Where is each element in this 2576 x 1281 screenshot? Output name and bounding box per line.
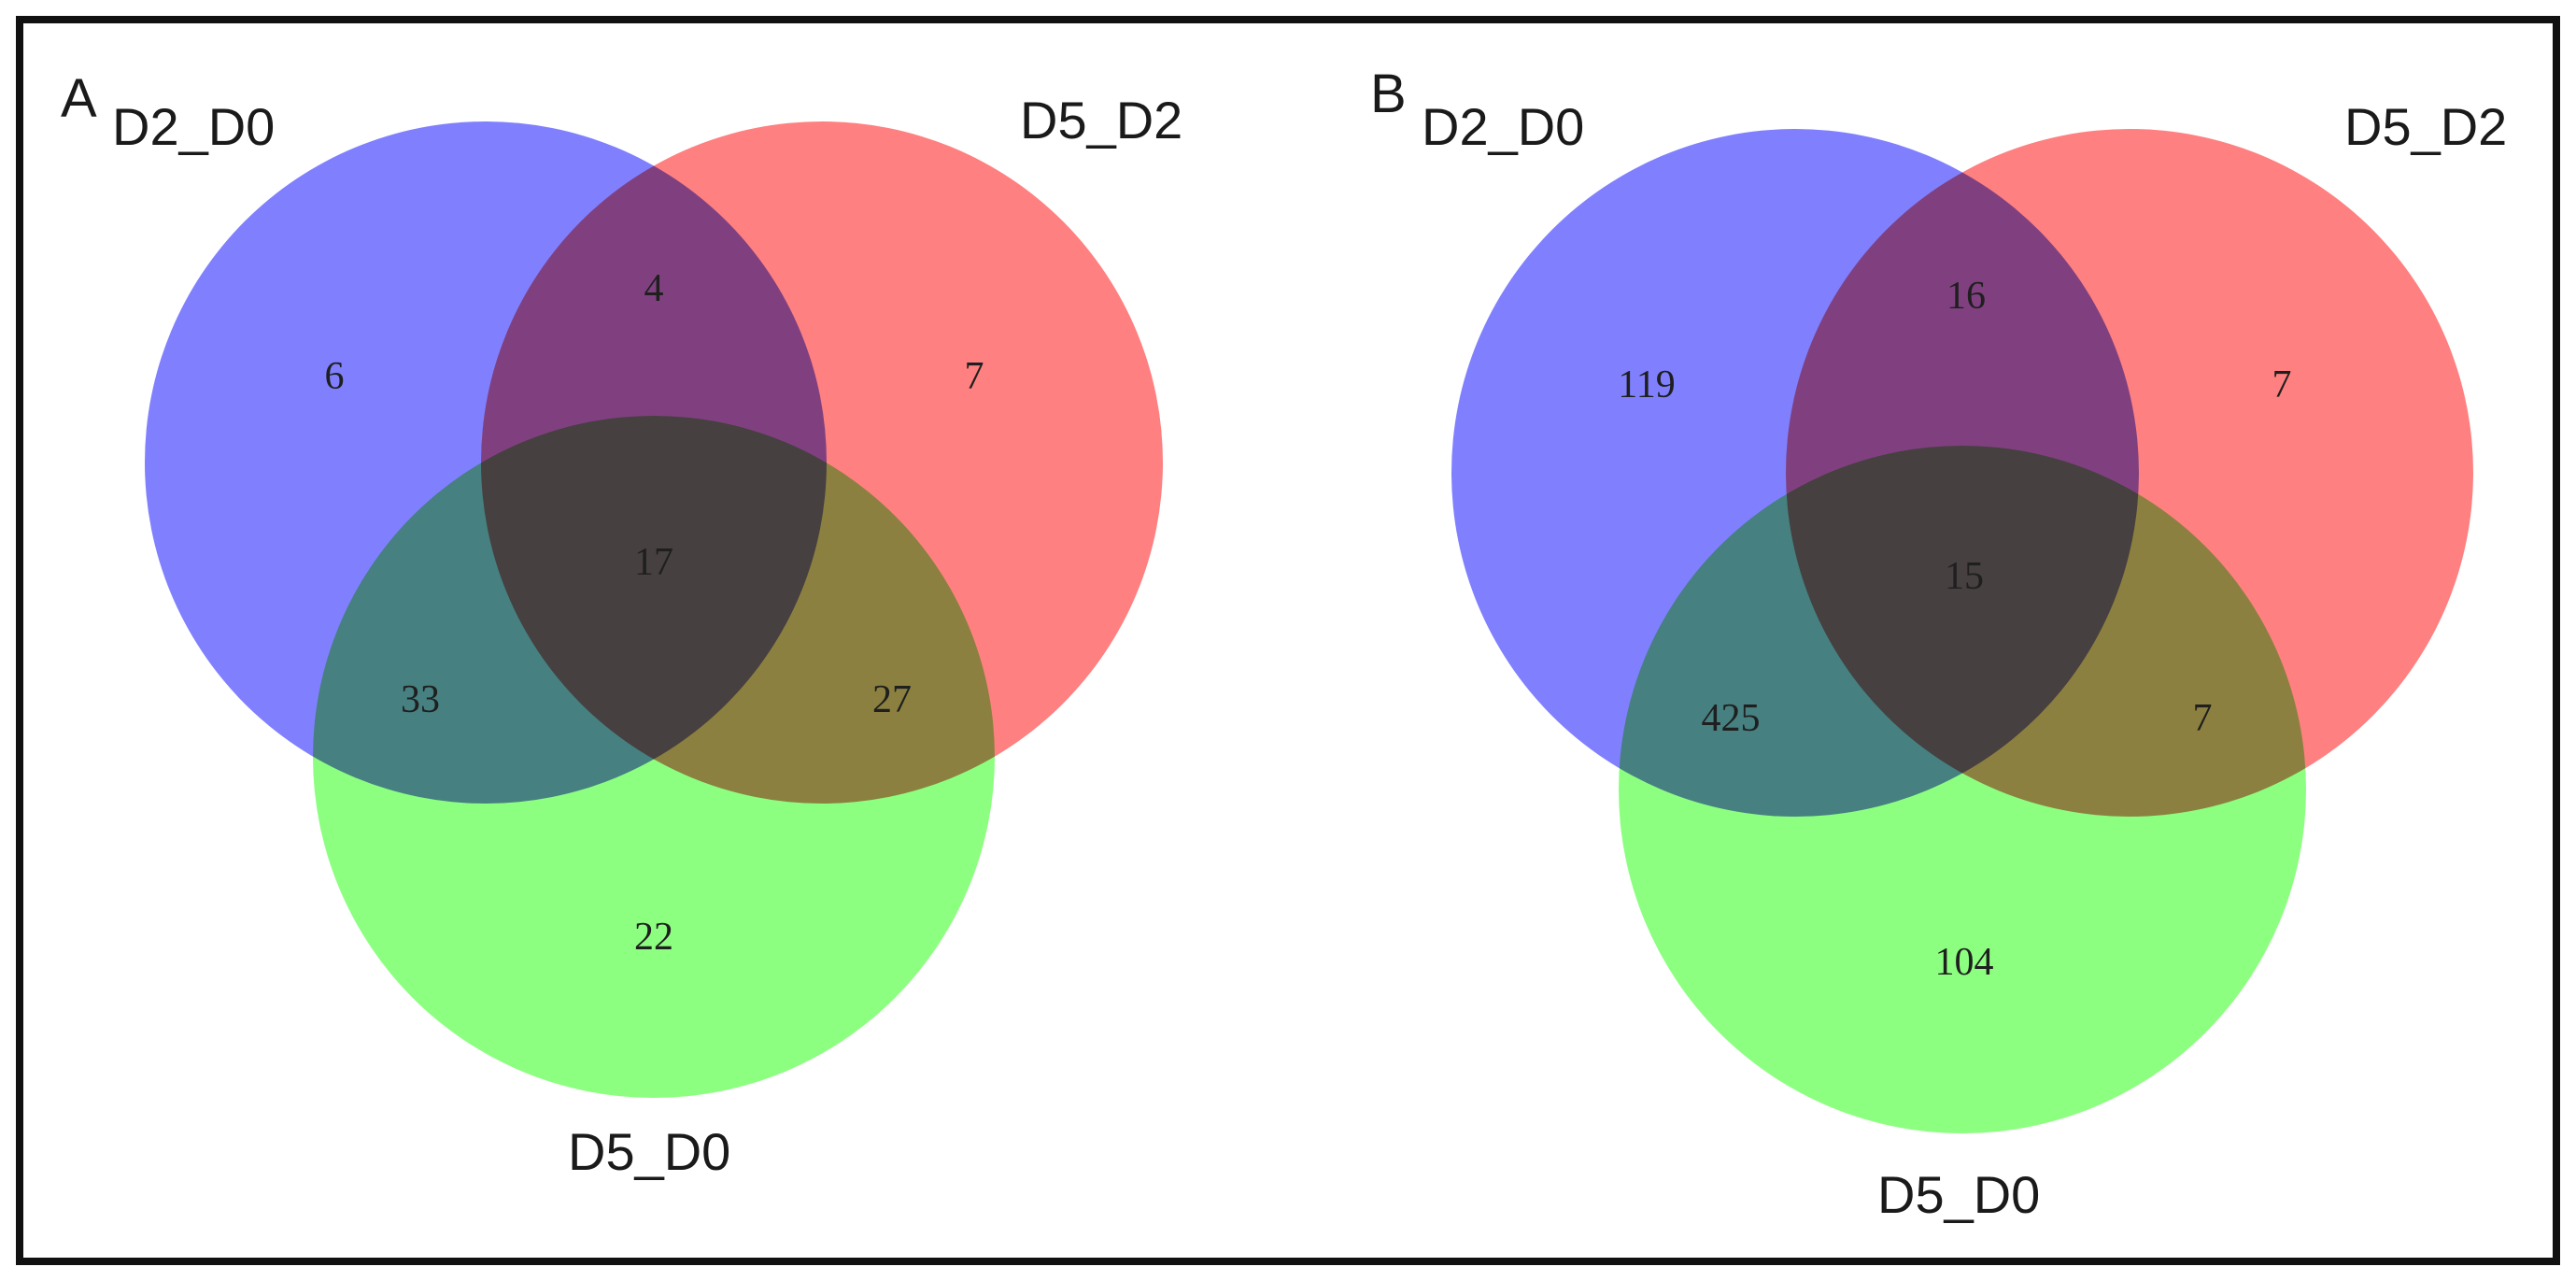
set3-circle xyxy=(1619,446,2306,1133)
set1-label: D2_D0 xyxy=(1422,97,1584,156)
set3-label: D5_D0 xyxy=(568,1122,730,1181)
count-set2-set3: 27 xyxy=(872,678,912,721)
set1-label: D2_D0 xyxy=(112,97,275,156)
count-only-set1: 119 xyxy=(1618,363,1675,406)
panel-letter: B xyxy=(1370,64,1407,124)
set2-label: D5_D2 xyxy=(2344,97,2507,156)
count-all-sets: 15 xyxy=(1945,555,1984,598)
count-set1-set2: 16 xyxy=(1946,275,1986,318)
count-only-set3: 22 xyxy=(634,916,673,959)
set2-label: D5_D2 xyxy=(1020,91,1182,149)
count-only-set2: 7 xyxy=(2272,363,2292,406)
count-only-set3: 104 xyxy=(1935,941,1994,984)
figure-border xyxy=(16,16,2560,1265)
set3-label: D5_D0 xyxy=(1877,1165,2040,1224)
count-all-sets: 17 xyxy=(634,541,673,584)
set3-circle xyxy=(313,416,995,1098)
count-only-set2: 7 xyxy=(965,355,984,398)
panel-a: A D2_D0 D5_D2 D5_D0 6 4 7 17 33 27 22 xyxy=(61,68,1182,1181)
count-set1-set2: 4 xyxy=(644,267,664,310)
count-only-set1: 6 xyxy=(325,355,345,398)
count-set1-set3: 425 xyxy=(1702,697,1761,740)
count-set1-set3: 33 xyxy=(401,678,440,721)
count-set2-set3: 7 xyxy=(2193,697,2213,740)
panel-b: B D2_D0 D5_D2 D5_D0 119 16 7 15 425 7 10… xyxy=(1370,64,2507,1224)
panel-letter: A xyxy=(61,68,97,129)
